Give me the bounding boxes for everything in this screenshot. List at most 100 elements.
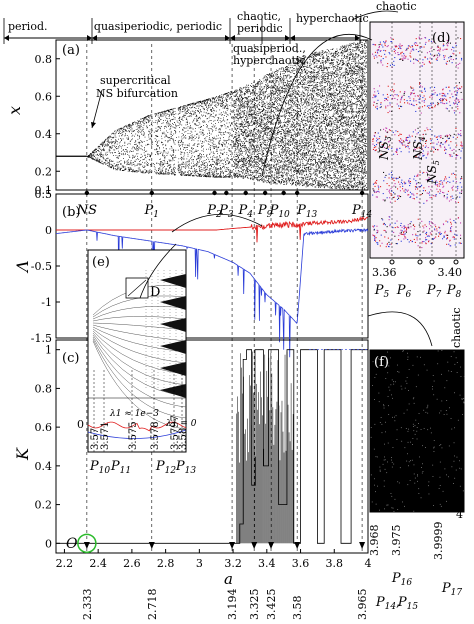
attractor-point <box>242 147 244 148</box>
attractor-point <box>97 154 98 156</box>
attractor-point <box>271 74 272 76</box>
attractor-point <box>148 173 150 174</box>
attractor-point <box>228 176 230 178</box>
attractor-point <box>148 159 150 160</box>
attractor-point <box>254 123 256 125</box>
attractor-point <box>208 172 210 174</box>
attractor-point <box>114 152 116 153</box>
attractor-point <box>208 170 210 172</box>
attractor-point <box>230 171 231 173</box>
attractor-point <box>244 120 245 122</box>
attractor-point <box>237 166 239 168</box>
attractor-point <box>258 165 259 167</box>
attractor-point <box>235 117 237 119</box>
attractor-point <box>255 138 256 139</box>
attractor-point <box>256 169 258 171</box>
attractor-point <box>231 122 232 124</box>
attractor-point <box>254 99 256 101</box>
attractor-point <box>266 89 267 90</box>
attractor-point <box>139 169 141 170</box>
attractor-point <box>240 91 242 93</box>
attractor-point <box>258 82 259 84</box>
attractor-point <box>117 155 119 157</box>
attractor-point <box>225 105 226 107</box>
attractor-point <box>114 165 116 167</box>
attractor-point <box>242 123 244 125</box>
attractor-point <box>225 94 226 95</box>
attractor-point <box>233 142 235 144</box>
attractor-point <box>223 137 224 138</box>
attractor-point <box>241 97 242 98</box>
attractor-point <box>244 105 246 107</box>
attractor-point <box>266 76 267 77</box>
attractor-point <box>264 176 266 177</box>
attractor-point <box>212 143 214 145</box>
attractor-point <box>183 154 185 156</box>
attractor-point <box>253 172 254 174</box>
attractor-point <box>158 126 159 128</box>
attractor-point <box>229 134 231 136</box>
attractor-point <box>263 144 265 145</box>
attractor-point <box>116 164 118 166</box>
attractor-point <box>263 176 264 177</box>
attractor-point <box>264 130 266 132</box>
attractor-point <box>160 119 162 120</box>
attractor-point <box>161 170 163 172</box>
attractor-point <box>193 175 195 177</box>
attractor-point <box>107 137 109 139</box>
attractor-point <box>204 109 205 110</box>
attractor-point <box>124 141 126 143</box>
attractor-point <box>194 104 196 105</box>
attractor-point <box>117 157 119 159</box>
attractor-point <box>243 164 245 166</box>
attractor-point <box>195 150 196 152</box>
attractor-point <box>241 176 243 177</box>
attractor-point <box>173 157 175 159</box>
attractor-point <box>156 171 158 173</box>
attractor-point <box>111 148 113 149</box>
attractor-point <box>240 110 242 111</box>
attractor-point <box>262 105 264 107</box>
attractor-point <box>266 152 268 154</box>
attractor-point <box>188 127 190 129</box>
reference-arrow <box>229 542 236 549</box>
attractor-point <box>263 178 265 180</box>
attractor-point <box>251 152 253 154</box>
attractor-point <box>247 170 248 172</box>
attractor-point <box>207 105 209 107</box>
attractor-point <box>209 168 210 170</box>
attractor-point <box>99 144 101 146</box>
attractor-point <box>214 174 216 176</box>
attractor-point <box>172 114 174 116</box>
attractor-point <box>238 134 240 136</box>
attractor-point <box>240 131 242 132</box>
attractor-point <box>267 148 269 150</box>
attractor-point <box>233 131 234 132</box>
attractor-point <box>214 126 215 128</box>
attractor-point <box>157 115 159 117</box>
attractor-point <box>160 162 161 164</box>
attractor-point <box>107 162 109 164</box>
attractor-point <box>263 96 265 98</box>
attractor-point <box>239 117 241 119</box>
attractor-point <box>113 149 115 151</box>
attractor-point <box>214 171 215 173</box>
attractor-point <box>230 154 231 155</box>
attractor-point <box>183 166 185 168</box>
attractor-point <box>236 122 237 124</box>
attractor-point <box>205 169 207 170</box>
attractor-point <box>158 112 159 114</box>
attractor-point <box>153 163 154 164</box>
attractor-point <box>247 121 249 122</box>
attractor-point <box>230 175 232 177</box>
attractor-point <box>104 162 106 164</box>
attractor-point <box>162 153 164 155</box>
attractor-point <box>267 135 269 136</box>
attractor-point <box>239 161 241 162</box>
attractor-point <box>148 171 150 173</box>
attractor-point <box>264 92 266 94</box>
attractor-point <box>238 161 240 163</box>
attractor-point <box>226 157 228 159</box>
attractor-point <box>134 142 136 143</box>
attractor-point <box>242 163 244 165</box>
